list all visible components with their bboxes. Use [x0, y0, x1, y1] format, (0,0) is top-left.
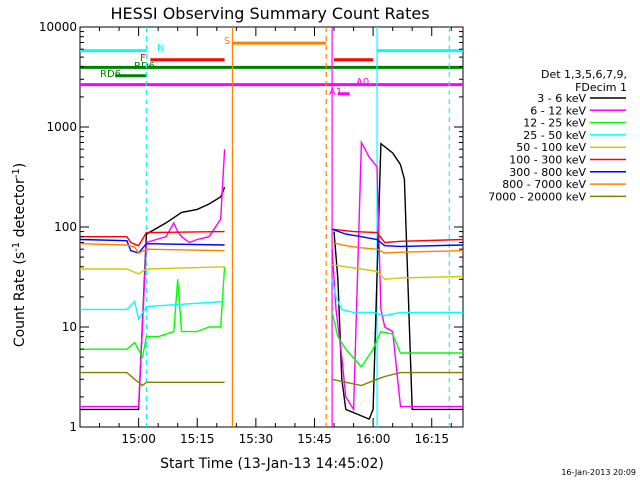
- legend-header-2: FDecim 1: [575, 81, 627, 94]
- y-tick-label: 100: [54, 220, 77, 234]
- footer-date: 16-Jan-2013 20:09: [561, 468, 636, 477]
- series-layer: [79, 139, 464, 421]
- chart-title: HESSI Observing Summary Count Rates: [110, 4, 429, 23]
- y-tick-label: 10000: [39, 20, 77, 34]
- flag-label: RD6: [134, 61, 155, 72]
- series-line: [80, 371, 463, 387]
- x-tick-label: 16:00: [356, 432, 391, 446]
- legend-label: 100 - 300 keV: [509, 154, 586, 167]
- series-line: [79, 228, 464, 254]
- x-axis-label: Start Time (13-Jan-13 14:45:02): [160, 456, 384, 472]
- x-tick-label: 15:15: [180, 432, 215, 446]
- flag-label: A1: [329, 87, 342, 98]
- legend-header-1: Det 1,3,5,6,7,9,: [541, 68, 627, 81]
- x-tick-label: 16:15: [414, 432, 449, 446]
- legend-label: 3 - 6 keV: [537, 92, 586, 105]
- series-line: [80, 142, 463, 421]
- legend-label: 12 - 25 keV: [523, 117, 586, 130]
- legend-label: 25 - 50 keV: [523, 129, 586, 142]
- x-tick-label: 15:00: [121, 432, 156, 446]
- legend-label: 6 - 12 keV: [530, 104, 586, 117]
- y-tick-label: 1000: [46, 120, 77, 134]
- legend-label: 7000 - 20000 keV: [488, 190, 586, 203]
- flag-label: S: [224, 36, 230, 47]
- series-line: [80, 279, 463, 321]
- y-axis: 1 10 100 1000 10000: [39, 20, 463, 434]
- legend-label: 50 - 100 keV: [516, 141, 586, 154]
- series-line: [80, 266, 463, 368]
- series-line: [80, 228, 464, 247]
- legend-label: 800 - 7000 keV: [502, 178, 586, 191]
- flag-label: RD6: [100, 69, 121, 80]
- flag-label: N: [157, 43, 164, 54]
- vlines-layer: [145, 27, 450, 427]
- y-tick-label: 10: [62, 320, 77, 334]
- x-tick-label: 15:45: [297, 432, 332, 446]
- x-axis: 15:00 15:15 15:30 15:45 16:00 16:15: [99, 27, 452, 446]
- series-line: [80, 139, 463, 412]
- y-axis-label: Count Rate (s-1 detector-1): [11, 163, 28, 347]
- series-line: [80, 264, 464, 281]
- y-tick-label: 1: [69, 420, 77, 434]
- series-line: [79, 241, 464, 254]
- legend-label: 300 - 800 keV: [509, 166, 586, 179]
- x-tick-label: 15:30: [239, 432, 274, 446]
- flag-label: A0: [356, 77, 369, 88]
- flag-label: F: [140, 53, 146, 64]
